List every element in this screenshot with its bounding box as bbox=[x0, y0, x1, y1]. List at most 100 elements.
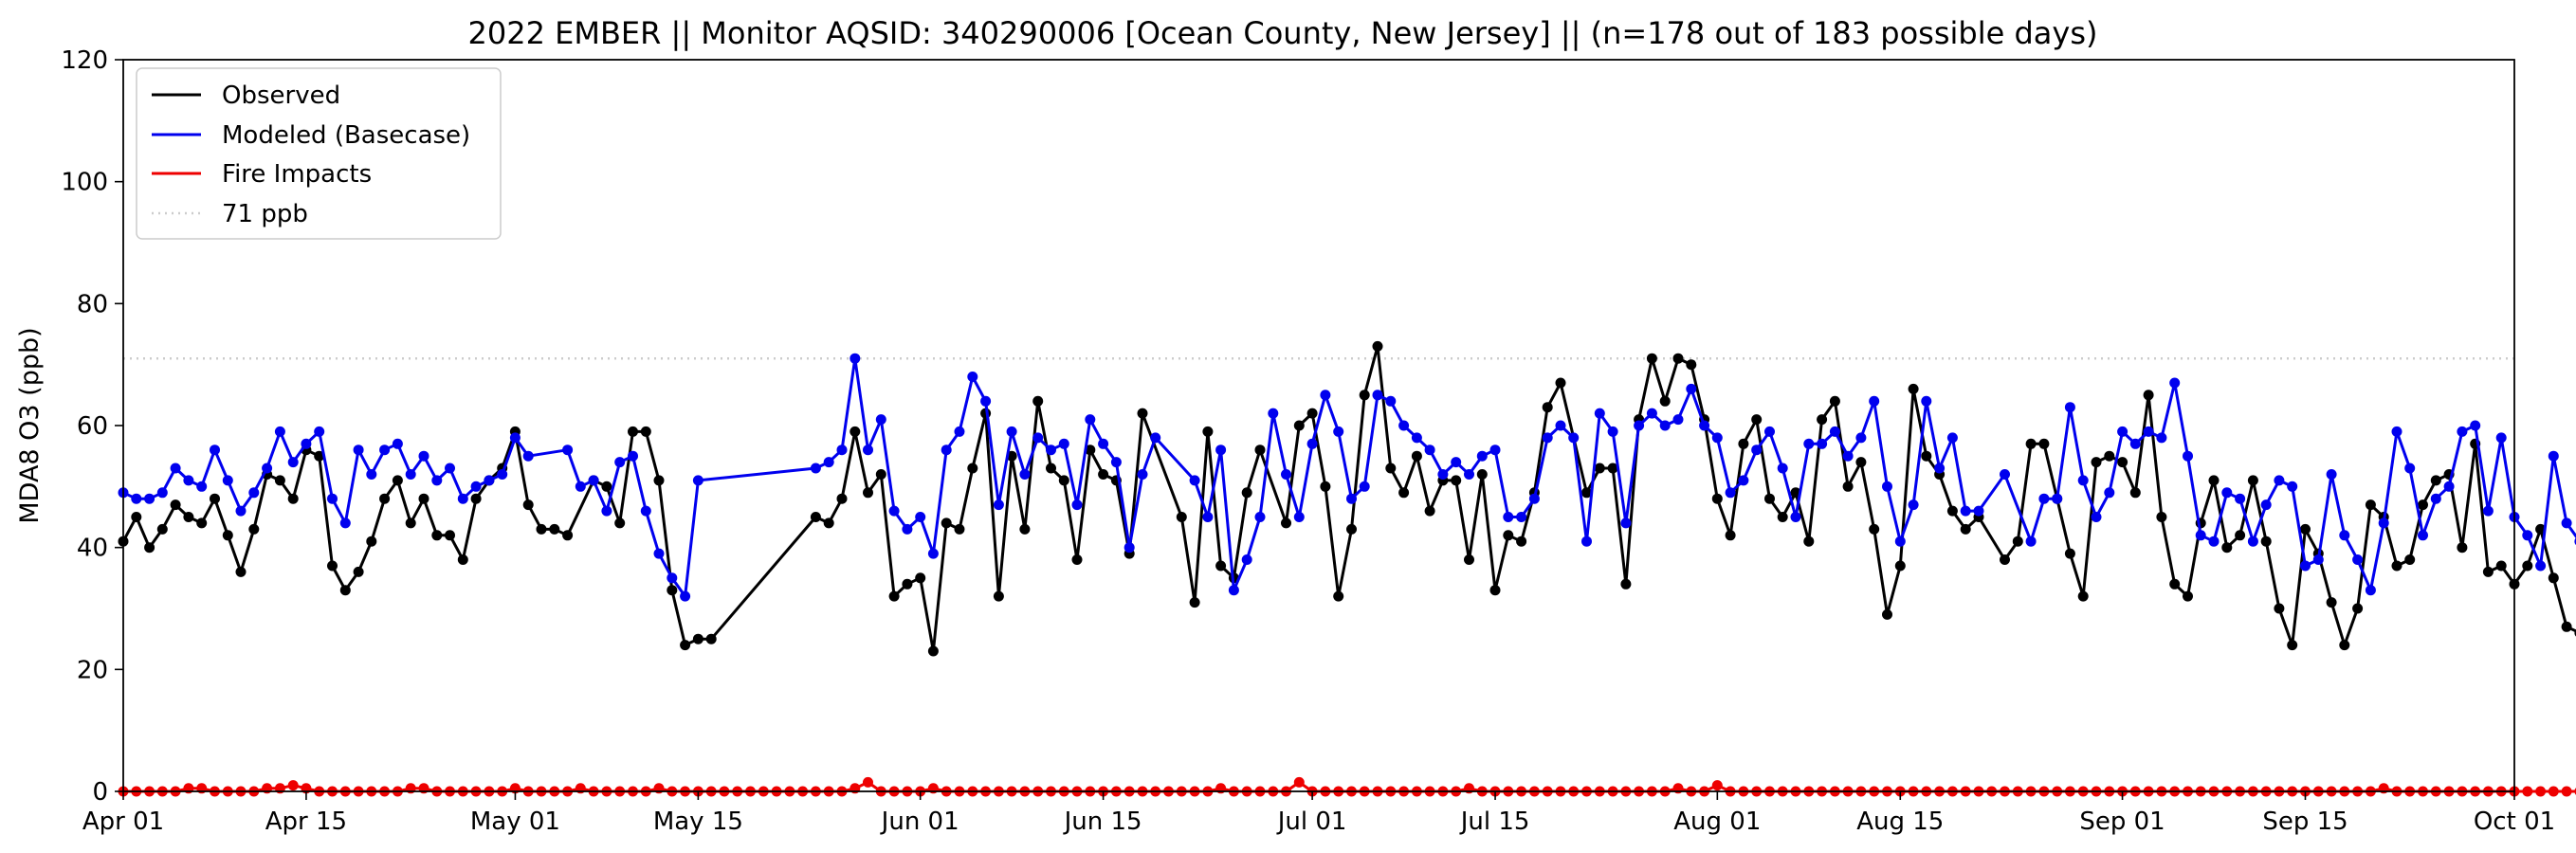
data-point bbox=[2378, 517, 2389, 529]
data-point bbox=[1189, 597, 1200, 608]
data-point bbox=[484, 475, 495, 486]
data-point bbox=[144, 493, 155, 504]
data-point bbox=[2352, 603, 2364, 614]
data-point bbox=[287, 780, 299, 791]
data-point bbox=[993, 590, 1004, 602]
data-point bbox=[1946, 432, 1958, 444]
data-point bbox=[1568, 432, 1580, 444]
data-point bbox=[2000, 469, 2010, 480]
data-point bbox=[2339, 530, 2350, 541]
data-point bbox=[2457, 542, 2468, 554]
x-tick-label: Oct 01 bbox=[2474, 808, 2555, 836]
data-point bbox=[1672, 353, 1684, 364]
data-point bbox=[1738, 475, 1749, 486]
data-point bbox=[1098, 469, 1109, 480]
data-point bbox=[1124, 542, 1135, 554]
x-tick-label: Jul 01 bbox=[1276, 808, 1347, 836]
data-point bbox=[2156, 432, 2167, 444]
data-point bbox=[2548, 786, 2559, 797]
data-point bbox=[1542, 402, 1553, 413]
data-point bbox=[196, 481, 208, 492]
data-point bbox=[1894, 535, 1906, 547]
data-point bbox=[588, 475, 599, 486]
data-point bbox=[2000, 554, 2010, 565]
data-point bbox=[405, 469, 416, 480]
data-point bbox=[274, 475, 285, 486]
data-point bbox=[1464, 554, 1474, 565]
data-point bbox=[196, 517, 208, 529]
data-point bbox=[705, 633, 717, 644]
data-point bbox=[405, 517, 416, 529]
data-point bbox=[1803, 535, 1815, 547]
data-point bbox=[2077, 590, 2089, 602]
data-point bbox=[1659, 420, 1671, 431]
data-point bbox=[1790, 512, 1801, 522]
data-point bbox=[1581, 487, 1592, 499]
data-point bbox=[927, 645, 939, 657]
data-point bbox=[1451, 457, 1462, 468]
x-tick-label: Apr 01 bbox=[82, 808, 164, 836]
data-point bbox=[601, 505, 612, 517]
data-point bbox=[418, 493, 429, 504]
data-point bbox=[1372, 390, 1383, 401]
data-point bbox=[2418, 530, 2428, 541]
data-point bbox=[2117, 426, 2128, 437]
data-point bbox=[562, 530, 574, 541]
data-point bbox=[287, 493, 299, 504]
x-tick-label: Sep 15 bbox=[2262, 808, 2348, 836]
data-point bbox=[339, 585, 351, 596]
data-point bbox=[640, 426, 651, 437]
data-point bbox=[836, 445, 848, 456]
data-point bbox=[431, 530, 443, 541]
data-point bbox=[2522, 560, 2533, 572]
data-point bbox=[628, 426, 638, 437]
data-point bbox=[1254, 445, 1266, 456]
data-point bbox=[1817, 438, 1828, 449]
data-point bbox=[2391, 560, 2402, 572]
data-point bbox=[170, 463, 181, 474]
data-point bbox=[1437, 469, 1449, 480]
data-point bbox=[431, 475, 443, 486]
data-point bbox=[1110, 457, 1122, 468]
data-point bbox=[1385, 395, 1397, 407]
data-point bbox=[2287, 640, 2298, 651]
data-point bbox=[967, 372, 978, 382]
x-tick-label: May 15 bbox=[653, 808, 743, 836]
data-point bbox=[131, 512, 142, 522]
data-point bbox=[366, 535, 377, 547]
data-point bbox=[2235, 530, 2246, 541]
data-point bbox=[1751, 414, 1763, 426]
y-tick-label: 60 bbox=[77, 412, 108, 441]
legend-label-71ppb: 71 ppb bbox=[222, 200, 308, 228]
data-point bbox=[927, 548, 939, 559]
x-tick-label: Sep 01 bbox=[2079, 808, 2165, 836]
data-point bbox=[248, 487, 260, 499]
data-point bbox=[941, 445, 952, 456]
data-point bbox=[653, 475, 665, 486]
data-point bbox=[1189, 475, 1200, 486]
y-axis-label: MDA8 O3 (ppb) bbox=[15, 327, 45, 523]
x-tick-label: Aug 01 bbox=[1673, 808, 1761, 836]
data-point bbox=[653, 548, 665, 559]
data-point bbox=[1071, 499, 1083, 511]
data-point bbox=[1228, 585, 1239, 596]
data-point bbox=[2287, 481, 2298, 492]
data-point bbox=[667, 585, 678, 596]
data-point bbox=[2404, 554, 2416, 565]
data-point bbox=[2208, 475, 2220, 486]
data-point bbox=[1451, 475, 1462, 486]
data-point bbox=[1503, 512, 1514, 522]
data-point bbox=[2300, 523, 2311, 535]
data-point bbox=[2052, 493, 2063, 504]
x-axis: Apr 01 Apr 15 May 01 May 15 Jun 01 Jun 15 Jul … bbox=[82, 791, 2555, 836]
data-point bbox=[1725, 530, 1736, 541]
data-point bbox=[2129, 438, 2141, 449]
data-point bbox=[1019, 469, 1031, 480]
data-point bbox=[954, 523, 965, 535]
data-point bbox=[1646, 408, 1657, 419]
data-point bbox=[222, 530, 233, 541]
data-point bbox=[1476, 450, 1488, 462]
data-point bbox=[1764, 493, 1775, 504]
data-point bbox=[1241, 487, 1252, 499]
x-tick-label: Apr 15 bbox=[265, 808, 347, 836]
